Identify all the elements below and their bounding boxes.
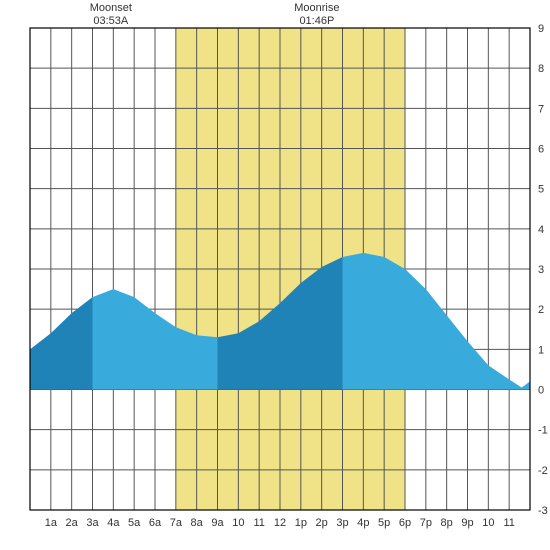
y-tick-label: 9 [538,23,544,35]
moonset-time: 03:53A [90,15,132,28]
x-tick-label: 7p [420,517,432,529]
y-tick-label: -1 [538,425,548,437]
x-tick-label: 9p [461,517,473,529]
x-tick-label: 10 [232,517,244,529]
y-tick-label: 0 [538,385,544,397]
x-tick-label: 12 [274,517,286,529]
x-tick-label: 8p [441,517,453,529]
y-tick-label: 5 [538,184,544,196]
moonrise-title: Moonrise [294,2,339,15]
y-tick-label: -2 [538,465,548,477]
moonset-title: Moonset [90,2,132,15]
y-tick-label: -3 [538,505,548,517]
y-tick-label: 8 [538,63,544,75]
x-tick-label: 2p [316,517,328,529]
x-tick-label: 5p [378,517,390,529]
x-tick-label: 1p [295,517,307,529]
x-tick-label: 6a [149,517,162,529]
y-tick-label: 6 [538,144,544,156]
x-tick-label: 6p [399,517,411,529]
x-tick-label: 4p [357,517,369,529]
x-tick-label: 5a [128,517,141,529]
moonrise-label: Moonrise 01:46P [294,2,339,28]
x-tick-label: 11 [253,517,264,529]
x-tick-label: 4a [107,517,120,529]
x-tick-label: 7a [170,517,183,529]
tide-chart: Moonset 03:53A Moonrise 01:46P 1a2a3a4a5… [0,0,550,550]
y-tick-label: 4 [538,224,544,236]
y-tick-label: 2 [538,304,544,316]
x-tick-label: 1a [45,517,58,529]
x-tick-label: 2a [66,517,79,529]
x-tick-label: 9a [211,517,224,529]
y-tick-label: 7 [538,103,544,115]
moonrise-time: 01:46P [294,15,339,28]
y-tick-label: 3 [538,264,544,276]
moonset-label: Moonset 03:53A [90,2,132,28]
x-tick-label: 3p [336,517,348,529]
x-tick-label: 11 [503,517,514,529]
x-tick-label: 8a [191,517,204,529]
chart-svg: 1a2a3a4a5a6a7a8a9a1011121p2p3p4p5p6p7p8p… [0,0,550,550]
x-tick-label: 3a [86,517,99,529]
x-tick-label: 10 [482,517,494,529]
y-tick-label: 1 [538,344,544,356]
